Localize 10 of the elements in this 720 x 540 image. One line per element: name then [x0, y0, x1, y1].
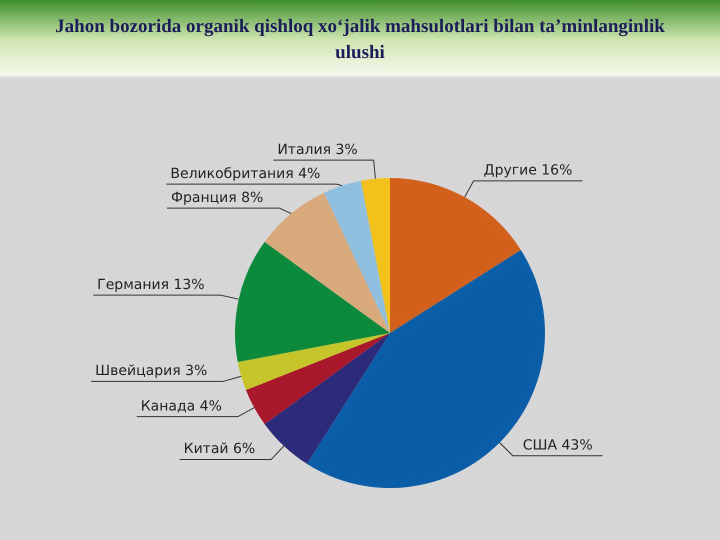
slice-label: Китай 6%: [184, 441, 256, 458]
slice-label: Германия 13%: [97, 276, 205, 293]
slice-label: Франция 8%: [170, 190, 264, 206]
chart-title: Jahon bozorida organik qishloq xo‘jalik mahsulotlari bilan ta’minlanginlik ulushi: [54, 15, 666, 65]
slice-label: Швейцария 3%: [95, 363, 208, 380]
slice-label: Италия 3%: [277, 142, 358, 158]
slice-label: Другие 16%: [484, 162, 572, 179]
slice-label: Канада 4%: [140, 398, 222, 414]
slice-label: США 43%: [522, 437, 593, 454]
slice-label: Великобритания 4%: [170, 166, 320, 182]
